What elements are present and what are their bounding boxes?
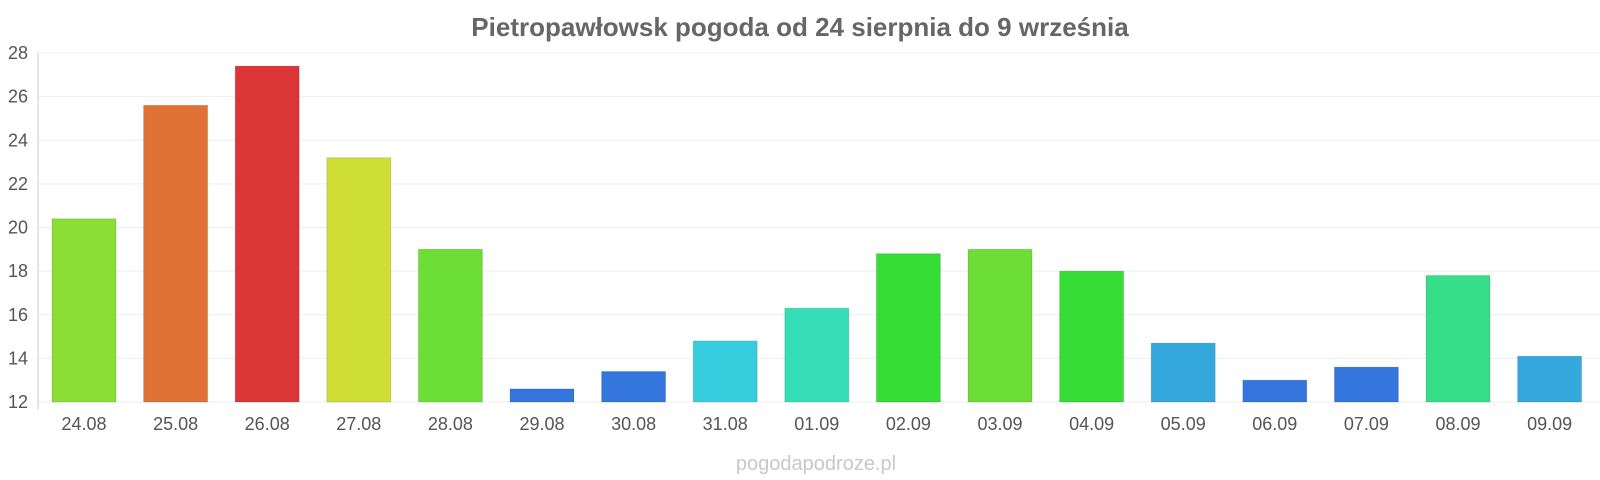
- bars: [51, 65, 1583, 403]
- x-axis-ticks: 24.08 25.08 26.08 27.08 28.08 29.08 30.08 31.08…: [61, 414, 1572, 434]
- bar-01.09: [784, 307, 850, 403]
- y-tick-label: 18: [8, 261, 28, 281]
- x-tick-label: 06.09: [1252, 414, 1297, 434]
- y-tick-label: 20: [8, 218, 28, 238]
- x-tick-label: 28.08: [428, 414, 473, 434]
- y-axis-ticks: 12 14 16 18 20 22 24 26 28: [8, 43, 28, 412]
- watermark: pogodapodroze.pl: [736, 453, 896, 475]
- x-tick-label: 30.08: [611, 414, 656, 434]
- bar-05.09: [1150, 342, 1216, 403]
- x-tick-label: 27.08: [336, 414, 381, 434]
- x-tick-label: 29.08: [519, 414, 564, 434]
- bar-04.09: [1059, 270, 1125, 403]
- y-tick-label: 22: [8, 174, 28, 194]
- x-tick-label: 03.09: [977, 414, 1022, 434]
- bar-03.09: [967, 248, 1033, 403]
- x-tick-label: 01.09: [794, 414, 839, 434]
- y-tick-label: 16: [8, 305, 28, 325]
- x-tick-label: 08.09: [1435, 414, 1480, 434]
- bar-31.08: [692, 340, 758, 403]
- x-tick-label: 04.09: [1069, 414, 1114, 434]
- bar-27.08: [326, 157, 392, 403]
- y-tick-label: 12: [8, 392, 28, 412]
- bar-02.09: [875, 253, 941, 403]
- y-tick-label: 14: [8, 348, 28, 368]
- bar-30.08: [601, 370, 667, 403]
- x-tick-label: 24.08: [61, 414, 106, 434]
- bar-08.09: [1425, 274, 1491, 403]
- y-tick-label: 26: [8, 87, 28, 107]
- x-tick-label: 31.08: [703, 414, 748, 434]
- bar-28.08: [417, 248, 483, 403]
- bar-09.09: [1517, 355, 1583, 403]
- y-tick-label: 28: [8, 43, 28, 63]
- bar-06.09: [1242, 379, 1308, 403]
- x-tick-label: 07.09: [1344, 414, 1389, 434]
- bar-26.08: [234, 65, 300, 403]
- bar-29.08: [509, 388, 575, 403]
- x-tick-label: 09.09: [1527, 414, 1572, 434]
- x-tick-label: 26.08: [245, 414, 290, 434]
- bar-07.09: [1333, 366, 1399, 403]
- chart-title: Pietropawłowsk pogoda od 24 sierpnia do …: [471, 12, 1129, 42]
- bar-24.08: [51, 218, 117, 403]
- x-tick-label: 25.08: [153, 414, 198, 434]
- y-tick-label: 24: [8, 130, 28, 150]
- bar-25.08: [143, 104, 209, 403]
- x-tick-label: 05.09: [1161, 414, 1206, 434]
- x-tick-label: 02.09: [886, 414, 931, 434]
